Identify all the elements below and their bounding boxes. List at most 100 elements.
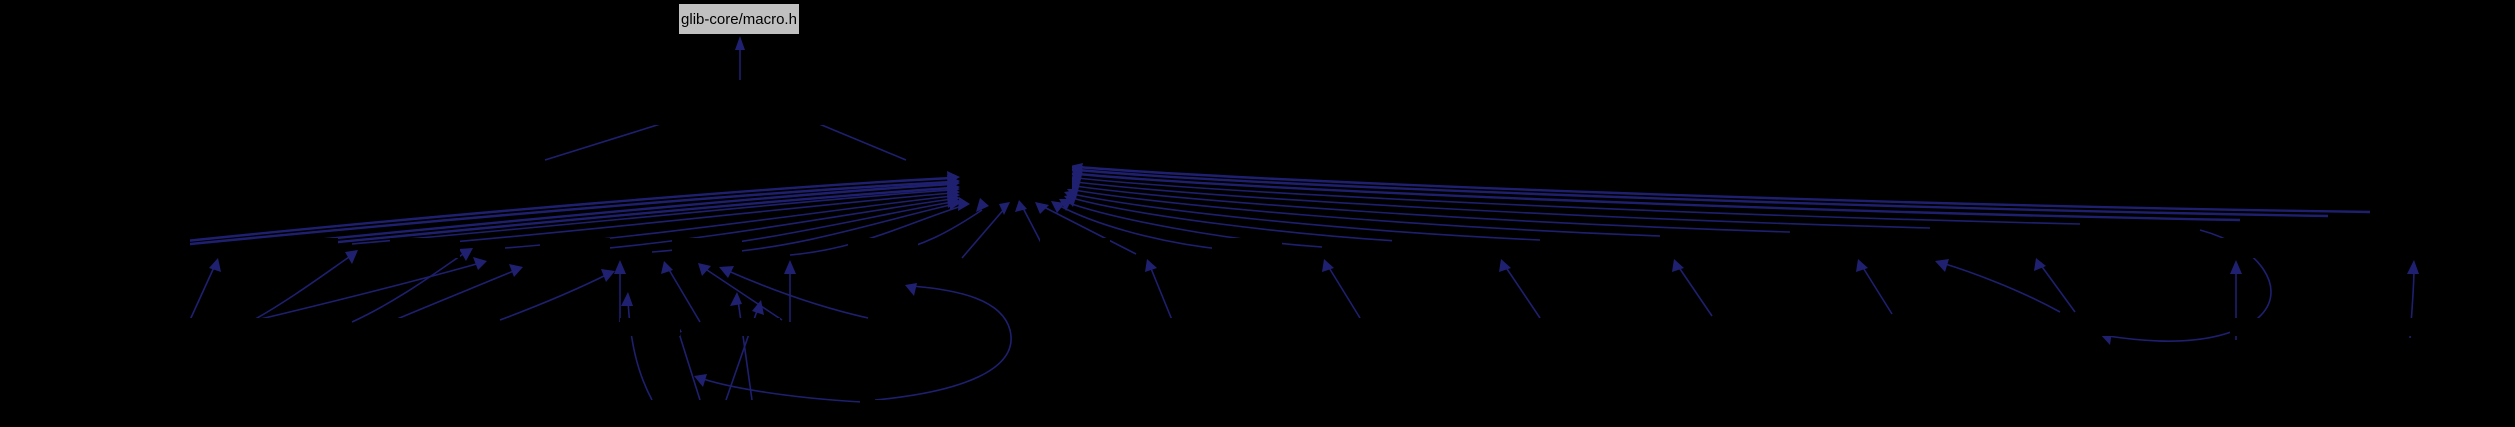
graph-edge-arrowhead xyxy=(2407,260,2419,274)
graph-node-hidden[interactable] xyxy=(620,318,680,336)
graph-edge-arrowhead xyxy=(1499,259,1511,272)
graph-node-hidden[interactable] xyxy=(2230,318,2290,336)
graph-edge-arrowhead xyxy=(1322,259,1334,272)
graph-node-label: glib-core/macro.h xyxy=(681,10,797,28)
graph-edge-arrowhead xyxy=(1015,200,1027,212)
graph-edge xyxy=(1941,262,2061,313)
graph-edge-arrowhead xyxy=(1145,259,1157,272)
graph-node-hidden[interactable] xyxy=(868,318,928,336)
graph-node-hidden[interactable] xyxy=(178,318,238,336)
graph-edge-arrowhead xyxy=(719,266,734,278)
graph-edge-arrowhead xyxy=(345,250,358,264)
graph-edge-arrowhead xyxy=(459,248,473,261)
graph-node-hidden[interactable] xyxy=(2200,238,2270,258)
graph-node-hidden[interactable] xyxy=(1040,238,1110,258)
graph-node-hidden[interactable] xyxy=(2058,238,2128,258)
graph-node-hidden[interactable] xyxy=(640,400,700,418)
graph-node-hidden[interactable] xyxy=(1530,318,1590,336)
graph-edge xyxy=(247,262,481,323)
graph-node-hidden[interactable] xyxy=(120,238,190,258)
graph-node-hidden[interactable] xyxy=(1160,318,1220,336)
graph-node-hidden[interactable] xyxy=(848,238,918,258)
graph-edge xyxy=(147,176,953,247)
graph-node-hidden[interactable] xyxy=(860,400,920,418)
graph-edge xyxy=(667,267,701,323)
graph-edge xyxy=(961,207,1006,259)
graph-edge xyxy=(1077,172,2241,222)
graph-node-hidden[interactable] xyxy=(378,318,438,336)
graph-node-hidden[interactable] xyxy=(768,103,854,125)
graph-edge xyxy=(417,192,953,246)
graph-node-hidden[interactable] xyxy=(740,400,800,418)
graph-edge xyxy=(2039,263,2076,313)
graph-edge xyxy=(1057,204,1229,251)
graph-edge-arrowhead xyxy=(1672,259,1684,272)
graph-node-hidden[interactable] xyxy=(540,238,610,258)
graph-node-hidden[interactable] xyxy=(1350,318,1410,336)
graph-node-hidden[interactable] xyxy=(672,238,742,258)
graph-edge-arrowhead xyxy=(1935,259,1949,272)
graph-node-hidden[interactable] xyxy=(720,318,780,336)
graph-edge xyxy=(149,180,953,250)
graph-edge-arrowhead xyxy=(735,36,745,50)
graph-edge-arrowhead xyxy=(1070,163,1083,176)
graph-node-hidden[interactable] xyxy=(1900,238,1970,258)
graph-edge-arrowhead xyxy=(958,197,970,211)
graph-edge-arrowhead xyxy=(621,292,633,306)
graph-edge xyxy=(1065,201,1323,248)
graph-node-hidden[interactable] xyxy=(232,318,292,336)
graph-edge xyxy=(1075,181,1931,229)
graph-edge-arrowhead xyxy=(905,283,917,296)
graph-edge xyxy=(499,273,609,321)
graph-edge xyxy=(1073,189,1661,237)
graph-edge xyxy=(703,267,783,321)
graph-edge-arrowhead xyxy=(509,264,523,277)
graph-node-hidden[interactable] xyxy=(390,238,460,258)
graph-edge xyxy=(351,189,953,245)
graph-node-hidden[interactable] xyxy=(1212,238,1282,258)
graph-edge xyxy=(1677,265,1713,317)
graph-edge xyxy=(699,377,863,403)
graph-edge-arrowhead xyxy=(752,300,764,315)
graph-edge-arrowhead xyxy=(2230,260,2242,274)
graph-node-root[interactable]: glib-core/macro.h xyxy=(678,3,800,35)
graph-edge-arrowhead xyxy=(730,292,742,306)
graph-edge-arrowhead xyxy=(784,260,796,274)
graph-edge-arrowhead xyxy=(614,260,626,274)
graph-node-hidden[interactable] xyxy=(648,103,734,125)
graph-edge xyxy=(627,299,653,401)
graph-node-hidden[interactable] xyxy=(2060,318,2120,336)
graph-edge xyxy=(737,299,753,401)
graph-edge xyxy=(389,269,517,323)
graph-edge xyxy=(719,203,956,254)
graph-edge xyxy=(351,251,467,323)
graph-edge xyxy=(725,269,869,319)
graph-edge-arrowhead xyxy=(694,374,707,387)
graph-node-hidden[interactable] xyxy=(960,165,1072,189)
graph-edge-arrowhead xyxy=(1051,201,1065,213)
graph-node-hidden[interactable] xyxy=(2404,318,2464,336)
graph-edge-arrowhead xyxy=(2034,258,2046,271)
graph-node-hidden[interactable] xyxy=(1880,318,1940,336)
graph-node-hidden[interactable] xyxy=(2380,238,2450,258)
graph-edge-arrowhead xyxy=(1059,199,1072,211)
graph-edge xyxy=(1861,265,1893,315)
graph-edge xyxy=(1074,185,1791,233)
graph-node-hidden[interactable] xyxy=(1740,238,1810,258)
graph-edge xyxy=(1071,193,1541,241)
graph-edge xyxy=(249,254,353,323)
graph-node-hidden[interactable] xyxy=(1572,238,1642,258)
graph-edge-arrowhead xyxy=(473,257,487,270)
graph-edge-arrowhead xyxy=(698,263,711,276)
graph-node-hidden[interactable] xyxy=(1392,238,1462,258)
graph-edge-arrowhead xyxy=(999,202,1010,215)
graph-edge-arrowhead xyxy=(1856,259,1868,272)
graph-node-hidden[interactable] xyxy=(1700,318,1760,336)
graph-edge-arrowhead xyxy=(601,269,615,282)
graph-edge xyxy=(1149,265,1173,321)
graph-edge xyxy=(1041,205,1137,255)
graph-edge xyxy=(1077,165,2371,214)
graph-edge xyxy=(874,285,1012,401)
graph-node-hidden[interactable] xyxy=(268,238,338,258)
